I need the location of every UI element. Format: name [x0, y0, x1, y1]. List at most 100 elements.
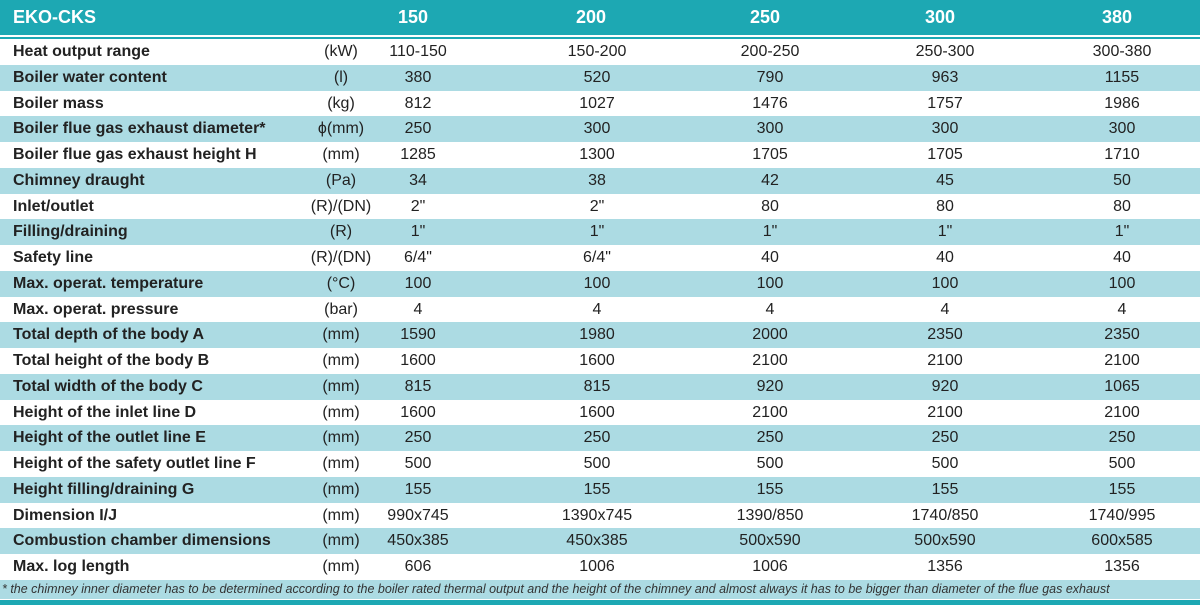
cell-value: 4 — [413, 300, 423, 318]
cell-value: 34 — [409, 171, 427, 189]
row-unit: (mm) — [322, 558, 360, 575]
row-unit: (mm) — [322, 403, 360, 421]
row-unit: (mm) — [322, 506, 360, 524]
cell-value: 450x385 — [387, 532, 449, 550]
cell-value: 250 — [931, 429, 959, 447]
row-label: Total width of the body C — [13, 377, 203, 395]
cell-value: 1590 — [400, 326, 436, 344]
row-label: Height of the safety outlet line F — [13, 455, 256, 472]
cell-value: 80 — [1113, 197, 1131, 215]
cell-value: 815 — [583, 377, 611, 395]
cell-value: 110-150 — [389, 43, 447, 60]
cell-value: 6/4" — [583, 249, 611, 266]
table-row: Safety line (R)/(DN) 6/4" 6/4" 40 40 40 — [0, 245, 1200, 271]
cell-value: 300 — [1108, 120, 1136, 138]
cell-value: 1705 — [927, 146, 963, 163]
cell-value: 100 — [756, 274, 784, 292]
model-header: 380 — [1102, 7, 1133, 27]
cell-value: 2100 — [752, 352, 788, 369]
row-unit: (°C) — [326, 274, 356, 292]
footnote: * the chimney inner diameter has to be d… — [0, 580, 1200, 599]
product-title: EKO-CKS — [13, 7, 97, 27]
row-unit: (R) — [329, 223, 353, 241]
row-label: Total height of the body B — [13, 352, 210, 369]
table-row: Max. log length (mm) 606 1006 1006 1356 1356 — [0, 554, 1200, 580]
model-header: 150 — [398, 7, 429, 27]
cell-value: 100 — [1108, 274, 1136, 292]
row-unit: (mm) — [322, 146, 360, 163]
cell-value: 6/4" — [404, 249, 432, 266]
cell-value: 500 — [931, 455, 959, 472]
cell-value: 1390/850 — [736, 506, 804, 524]
cell-value: 300-380 — [1092, 43, 1152, 60]
row-label: Max. log length — [13, 558, 130, 575]
cell-value: 50 — [1113, 171, 1131, 189]
divider — [0, 35, 1200, 37]
row-unit: (mm) — [322, 352, 360, 369]
row-label: Boiler flue gas exhaust diameter* — [13, 120, 266, 138]
cell-value: 600x585 — [1091, 532, 1153, 550]
cell-value: 1285 — [400, 146, 436, 163]
cell-value: 1600 — [400, 352, 436, 369]
cell-value: 1" — [589, 223, 605, 241]
cell-value: 1986 — [1104, 94, 1140, 112]
cell-value: 1600 — [579, 403, 615, 421]
row-label: Boiler flue gas exhaust height H — [13, 146, 257, 163]
row-unit: (bar) — [324, 300, 358, 318]
table-row: Inlet/outlet (R)/(DN) 2" 2" 80 80 80 — [0, 194, 1200, 220]
table-row: Height of the safety outlet line F (mm) 50… — [0, 451, 1200, 477]
row-label: Combustion chamber dimensions — [13, 532, 271, 550]
table-row: Height of the outlet line E (mm) 250 250 250… — [0, 425, 1200, 451]
table-header: EKO-CKS 150 200 250 300 380 — [0, 0, 1200, 35]
cell-value: 500x590 — [914, 532, 976, 550]
cell-value: 500 — [756, 455, 784, 472]
cell-value: 40 — [1113, 249, 1131, 266]
table-row: Boiler mass (kg) 812 1027 1476 1757 1986 — [0, 91, 1200, 117]
cell-value: 4 — [940, 300, 950, 318]
row-label: Inlet/outlet — [13, 197, 94, 215]
cell-value: 500x590 — [739, 532, 801, 550]
model-header: 200 — [576, 7, 607, 27]
cell-value: 155 — [583, 480, 611, 498]
row-label: Heat output range — [13, 43, 150, 60]
cell-value: 1390x745 — [561, 506, 633, 524]
cell-value: 812 — [404, 94, 432, 112]
table-row: Filling/draining (R) 1" 1" 1" 1" 1" — [0, 219, 1200, 245]
table-row: Combustion chamber dimensions (mm) 450x385… — [0, 528, 1200, 554]
cell-value: 450x385 — [566, 532, 628, 550]
table-row: Total width of the body C (mm) 815 815 920 92… — [0, 373, 1200, 400]
table-row: Boiler flue gas exhaust height H (mm) 1285… — [0, 142, 1200, 168]
cell-value: 2100 — [927, 352, 963, 369]
row-label: Max. operat. pressure — [13, 300, 179, 318]
cell-value: 1" — [1114, 223, 1130, 241]
cell-value: 80 — [761, 197, 779, 215]
cell-value: 2100 — [752, 403, 788, 421]
table-row: Heat output range (kW) 110-150 150-200 200-2… — [0, 39, 1200, 65]
row-unit: (mm) — [322, 377, 360, 395]
cell-value: 38 — [588, 171, 606, 189]
cell-value: 100 — [404, 274, 432, 292]
table-row: Height of the inlet line D (mm) 1600 1600 21… — [0, 400, 1200, 426]
cell-value: 920 — [756, 377, 784, 395]
cell-value: 1006 — [752, 558, 788, 575]
cell-value: 500 — [1108, 455, 1136, 472]
cell-value: 1476 — [752, 94, 788, 112]
cell-value: 1300 — [579, 146, 615, 163]
table-row: Total height of the body B (mm) 1600 1600 21… — [0, 348, 1200, 374]
cell-value: 1600 — [400, 403, 436, 421]
cell-value: 815 — [404, 377, 432, 395]
cell-value: 1" — [762, 223, 778, 241]
cell-value: 1757 — [927, 94, 963, 112]
cell-value: 300 — [756, 120, 784, 138]
cell-value: 2350 — [927, 326, 963, 344]
cell-value: 300 — [583, 120, 611, 138]
table-row: Total depth of the body A (mm) 1590 1980 200… — [0, 322, 1200, 348]
cell-value: 155 — [756, 480, 784, 498]
table-row: Dimension I/J (mm) 990x745 1390x745 1390/850… — [0, 503, 1200, 529]
row-label: Boiler water content — [13, 68, 167, 86]
row-unit: (R)/(DN) — [310, 249, 372, 266]
row-unit: (l) — [333, 68, 349, 86]
cell-value: 2100 — [927, 403, 963, 421]
cell-value: 1356 — [927, 558, 963, 575]
cell-value: 920 — [931, 377, 959, 395]
